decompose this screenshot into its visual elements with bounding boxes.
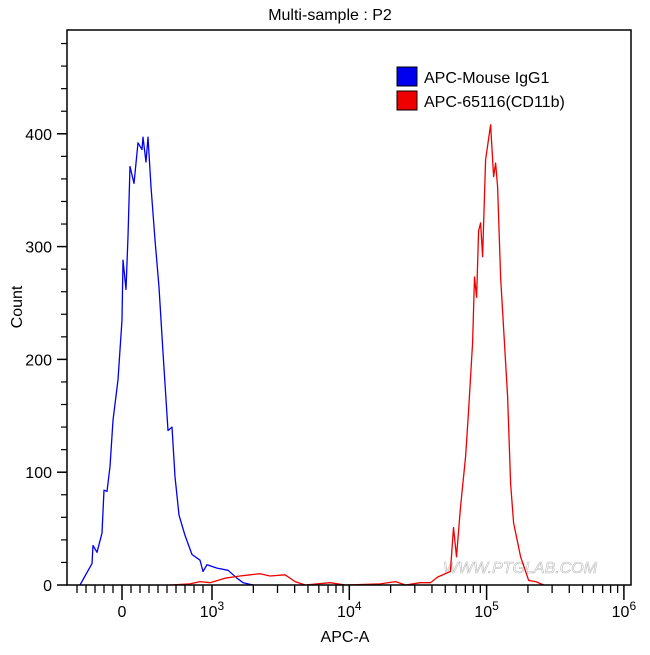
legend-swatch — [396, 66, 418, 87]
x-tick-label: 106 — [612, 599, 637, 621]
x-tick-label: 103 — [200, 599, 225, 621]
plot-frame — [66, 29, 632, 586]
y-tick-label: 200 — [25, 352, 52, 369]
legend-label: APC-65116(CD11b) — [424, 94, 565, 111]
series-line-1 — [79, 136, 254, 586]
y-tick-label: 300 — [25, 240, 52, 257]
watermark: WWW.PTGLAB.COM — [443, 560, 598, 577]
x-axis: 0 103 104 105 106 — [76, 585, 637, 621]
legend: APC-Mouse IgG1 APC-65116(CD11b) — [396, 66, 565, 111]
x-tick-label: 0 — [118, 604, 127, 621]
y-axis: 0 100 200 300 400 — [25, 42, 67, 595]
series-line-2 — [169, 124, 545, 586]
x-tick-label: 105 — [474, 599, 499, 621]
y-tick-label: 400 — [25, 127, 52, 144]
y-tick-label: 0 — [43, 578, 52, 595]
y-axis-label: Count — [9, 285, 26, 328]
x-tick-label: 104 — [337, 599, 362, 621]
y-tick-label: 100 — [25, 465, 52, 482]
plot-area — [79, 124, 545, 586]
legend-swatch — [396, 90, 418, 111]
legend-label: APC-Mouse IgG1 — [424, 70, 549, 87]
x-axis-label: APC-A — [321, 629, 370, 646]
chart-title: Multi-sample : P2 — [268, 7, 392, 24]
